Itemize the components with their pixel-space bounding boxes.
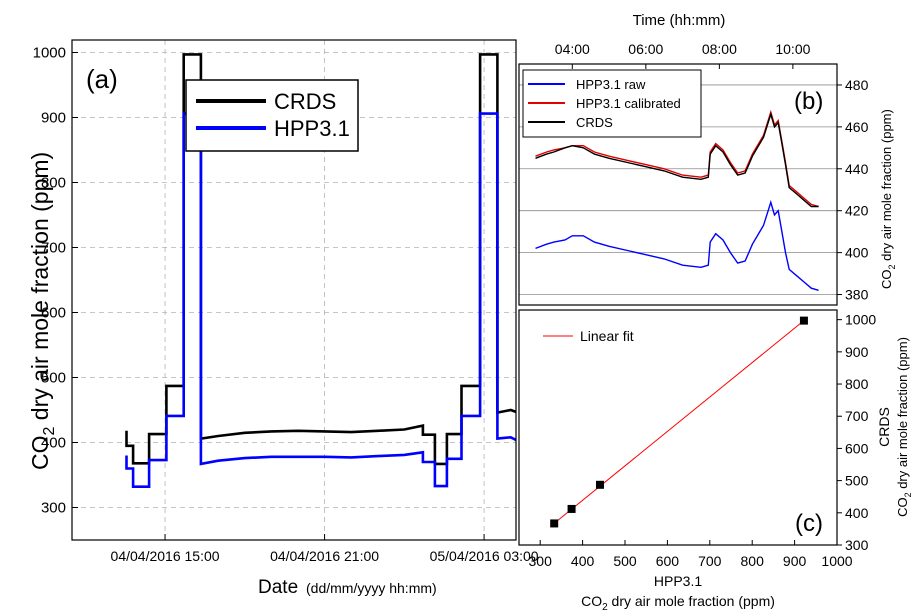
x-axis-label: HPP3.1 [654,573,702,589]
y-tick-label: 600 [41,305,66,322]
x-tick-label: 06:00 [628,41,663,57]
y-tick-label: 800 [845,376,869,392]
legend-box [185,79,359,152]
y-tick-label: 1000 [845,312,876,328]
y-axis-label: CO2 dry air mole fraction (ppm) [27,152,58,470]
fit-line [552,320,805,525]
y-tick-label: 600 [845,440,869,456]
series-line-crds [535,111,819,208]
x-tick-label: 800 [741,553,765,569]
x-tick-label: 400 [571,553,595,569]
x-tick-label: 10:00 [775,41,810,57]
y-tick-label: 460 [845,119,869,135]
x-tick-label: 1000 [821,553,852,569]
panel-c-label: (c) [795,510,823,537]
x-axis-label: Date [258,577,298,598]
x-tick-label: 600 [656,553,680,569]
x-tick-label: 04/04/2016 15:00 [111,548,220,564]
series-line-hpp3-1-raw [535,199,819,291]
legend-label: CRDS [274,89,336,114]
x-tick-label: 05/04/2016 03:00 [430,548,539,564]
legend-label: HPP3.1 calibrated [576,96,681,111]
y-tick-label: 400 [845,505,869,521]
plot-frame [518,63,838,306]
x-tick-label: 04:00 [555,41,590,57]
legend-label: HPP3.1 [274,116,350,141]
y-axis-label: CRDS [876,407,892,447]
y-tick-label: 400 [845,245,869,261]
legend: Linear fit [543,328,634,344]
y-tick-label: 480 [845,77,869,93]
y-tick-label: 900 [41,110,66,127]
legend-label: HPP3.1 raw [576,77,646,92]
y-axis-sublabel: CO2 dry air mole fraction (ppm) [895,337,912,517]
y-tick-label: 400 [41,435,66,452]
series-line-crds [125,53,517,466]
x-tick-label: 900 [783,553,807,569]
x-tick-label: 500 [613,553,637,569]
data-point [595,480,604,489]
y-tick-label: 700 [845,408,869,424]
panel-a-label: (a) [86,64,118,94]
x-tick-label: 04/04/2016 21:00 [270,548,379,564]
panel-b: 380 400 420 440 460 480 04:00 06:00 08:00 10:00 HP… [518,12,897,306]
plot-frame [518,309,838,546]
series-line-hpp3-1 [125,112,517,488]
legend-label: Linear fit [580,328,634,344]
panel-c: 300 400 500 600 700 800 900 1000300400500600700… [518,309,912,613]
y-tick-label: 800 [41,175,66,192]
y-tick-label: 380 [845,287,869,303]
x-axis-label: Time (hh:mm) [633,12,726,29]
x-tick-label: 300 [529,553,553,569]
data-point [567,504,576,513]
y-tick-label: 300 [41,500,66,517]
y-axis-label: CO2 dry air mole fraction (ppm) [879,109,897,289]
data-point [799,316,808,325]
x-axis-sublabel: CO2 dry air mole fraction (ppm) [581,593,775,613]
panel-a: 04/04/2016 15:00 04/04/2016 21:00 05/04/20… [27,39,539,598]
data-point [550,519,559,528]
x-axis-label-units: (dd/mm/yyyy hh:mm) [306,580,437,596]
x-tick-label: 08:00 [702,41,737,57]
plot-frame [71,39,517,541]
x-tick-label: 700 [698,553,722,569]
y-tick-label: 440 [845,161,869,177]
panel-b-label: (b) [794,88,823,115]
y-tick-label: 500 [41,370,66,387]
panel-labels: (a) (b) (c) [86,64,823,537]
y-tick-label: 500 [845,473,869,489]
y-tick-label: 300 [845,537,869,553]
y-tick-label: 700 [41,240,66,257]
y-tick-label: 1000 [33,45,66,62]
y-tick-label: 420 [845,203,869,219]
legend: HPP3.1 raw HPP3.1 calibrated CRDS [522,69,702,138]
legend-label: CRDS [576,115,613,130]
y-tick-label: 900 [845,344,869,360]
